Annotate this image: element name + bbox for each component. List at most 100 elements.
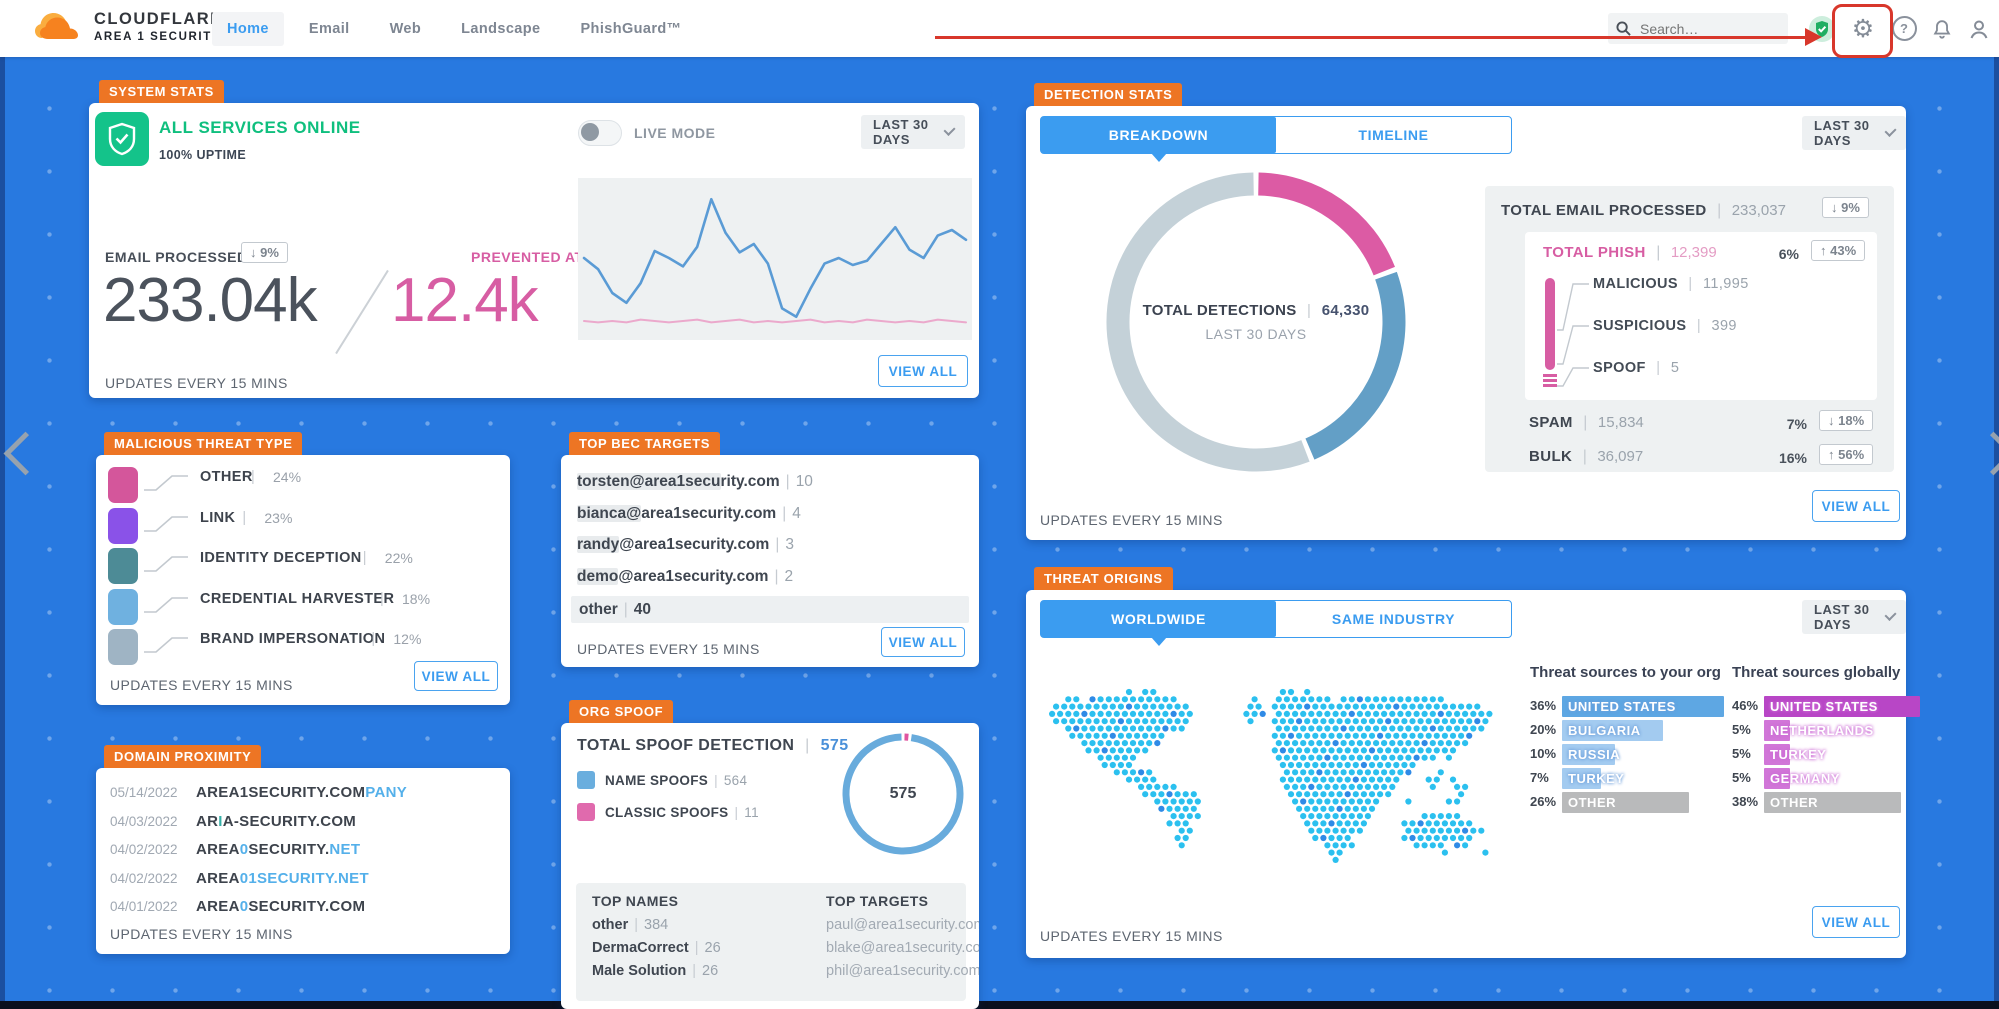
divider: |: [1656, 244, 1661, 261]
search-icon: [1616, 21, 1631, 36]
bec-row: demo@area1security.com | 2: [577, 567, 793, 586]
settings-gear-icon[interactable]: ⚙: [1851, 14, 1875, 43]
threat-type-view-all-button[interactable]: VIEW ALL: [414, 661, 498, 691]
nav-link-email[interactable]: Email: [308, 20, 350, 37]
malicious-row: MALICIOUS | 11,995: [1593, 276, 1749, 292]
cloudflare-cloud-icon: [35, 13, 78, 39]
services-status-text: ALL SERVICES ONLINE: [159, 118, 361, 137]
threat-type-pct: 23%: [264, 509, 293, 526]
nav-link-home[interactable]: Home: [212, 11, 284, 46]
legend-value: 11: [744, 804, 759, 820]
live-mode-toggle[interactable]: [578, 120, 622, 146]
uptime-text: 100% UPTIME: [159, 148, 247, 162]
donut-center-text: TOTAL DETECTIONS | 64,330: [1106, 302, 1406, 319]
connector-line-icon: [144, 515, 188, 532]
donut-center-label: TOTAL DETECTIONS: [1142, 302, 1297, 319]
phish-bar-dash: [1543, 374, 1557, 377]
left-edge-strip: [0, 57, 5, 1001]
bulk-label: BULK: [1529, 448, 1573, 465]
threat-type-row: IDENTITY DECEPTION | 22%: [108, 548, 498, 588]
prevented-attacks-value: 12.4k: [391, 266, 539, 335]
bec-row: torsten@area1security.com | 10: [577, 473, 813, 491]
origin-bar: UNITED STATES: [1562, 696, 1724, 717]
chevron-down-icon: [943, 123, 956, 137]
malicious-threat-type-badge: MALICIOUS THREAT TYPE: [104, 432, 303, 455]
spoof-detail-panel: TOP NAMES TOP TARGETS other | 384 DermaCorr…: [576, 883, 979, 1001]
nav-link-landscape[interactable]: Landscape: [461, 20, 541, 37]
origin-pct: 5%: [1732, 746, 1751, 761]
nav-link-web[interactable]: Web: [389, 20, 422, 37]
tab-timeline[interactable]: TIMELINE: [1358, 127, 1429, 143]
services-shield-icon: [95, 112, 149, 166]
bec-row: bianca@area1security.com | 4: [577, 504, 801, 523]
origins-view-all-button[interactable]: VIEW ALL: [1812, 906, 1900, 938]
stat-divider-line: [335, 269, 389, 355]
threat-type-swatch: [108, 507, 138, 544]
threat-type-row: LINK | 23%: [108, 507, 498, 548]
domain-name: ARIA-SECURITY.COM: [196, 813, 356, 830]
updates-text: UPDATES EVERY 15 MINS: [110, 926, 293, 942]
global-sources-title: Threat sources globally: [1732, 664, 1901, 681]
detections-donut-chart: [1106, 172, 1406, 472]
top-name-row: other | 384: [592, 917, 668, 933]
bec-view-all-button[interactable]: VIEW ALL: [881, 627, 965, 657]
bec-count: 3: [785, 536, 794, 553]
annotation-arrow-head: [1805, 28, 1822, 46]
origin-bar: OTHER: [1764, 792, 1901, 813]
domain-part: AREA: [196, 869, 240, 887]
search-box[interactable]: [1608, 13, 1788, 44]
brand-line1: CLOUDFLARE: [94, 9, 223, 28]
updates-text: UPDATES EVERY 15 MINS: [1040, 928, 1223, 944]
origin-bar-row: 5% GERMANY: [1732, 768, 1932, 789]
notifications-bell-icon[interactable]: [1925, 0, 1959, 57]
divider: |: [242, 509, 247, 526]
system-range-dropdown[interactable]: LAST 30 DAYS: [861, 115, 965, 149]
classic-spoofs-swatch: [577, 803, 595, 821]
org-spoof-badge: ORG SPOOF: [569, 700, 674, 723]
malicious-label: MALICIOUS: [1593, 276, 1678, 292]
tab-worldwide[interactable]: WORLDWIDE: [1041, 601, 1276, 646]
search-input[interactable]: [1638, 19, 1772, 38]
domain-part: AR: [196, 812, 219, 830]
divider: |: [775, 536, 780, 553]
threat-type-row: BRAND IMPERSONATION | 12%: [108, 629, 498, 669]
domain-row: 04/02/2022 AREA01SECURITY.NET: [110, 870, 369, 894]
tab-breakdown[interactable]: BREAKDOWN: [1041, 117, 1276, 162]
email-processed-delta: ↓ 9%: [241, 242, 288, 263]
top-target-row: blake@area1security.com: [826, 940, 979, 956]
system-stats-card: ALL SERVICES ONLINE 100% UPTIME LIVE MOD…: [89, 103, 979, 398]
activity-sparkline-chart: [578, 178, 972, 340]
spam-delta: ↓ 18%: [1819, 410, 1874, 431]
phish-bar-dash: [1543, 384, 1557, 387]
top-name-label: Male Solution: [592, 963, 687, 979]
phish-delta: ↑ 43%: [1811, 240, 1866, 261]
origin-pct: 38%: [1732, 794, 1759, 809]
nav-link-phishguard[interactable]: PhishGuard™: [580, 20, 682, 37]
donut-center-sub: LAST 30 DAYS: [1205, 326, 1307, 342]
origin-pct: 20%: [1530, 722, 1557, 737]
origin-bar-row: 46% UNITED STATES: [1732, 696, 1932, 717]
divider: |: [1717, 202, 1722, 219]
system-view-all-button[interactable]: VIEW ALL: [878, 355, 968, 387]
domain-part: SECURITY.COM: [248, 898, 366, 916]
divider: |: [634, 917, 639, 933]
domain-proximity-card: 05/14/2022 AREA1SECURITY.COMPANY 04/03/202…: [96, 768, 510, 954]
brand-logo[interactable]: CLOUDFLARE AREA 1 SECURITY: [34, 8, 223, 44]
origin-pct: 36%: [1530, 698, 1557, 713]
detection-view-all-button[interactable]: VIEW ALL: [1812, 490, 1900, 522]
origins-range-dropdown[interactable]: LAST 30 DAYS: [1802, 600, 1906, 634]
threat-type-swatch: [108, 629, 138, 665]
tab-same-industry[interactable]: SAME INDUSTRY: [1331, 611, 1456, 627]
bec-row: randy@area1security.com | 3: [577, 536, 794, 554]
phish-bar: [1545, 278, 1555, 370]
user-profile-icon[interactable]: [1962, 0, 1996, 57]
domain-part: AREA: [196, 841, 240, 859]
legend-label: CLASSIC SPOOFS: [605, 804, 729, 820]
divider: |: [782, 504, 787, 522]
detection-range-dropdown[interactable]: LAST 30 DAYS: [1802, 116, 1906, 150]
brand-line2: AREA 1 SECURITY: [94, 30, 222, 43]
total-email-value: 233,037: [1731, 202, 1786, 219]
top-target-row: phil@area1security.com: [826, 963, 979, 979]
donut-center-value: 64,330: [1321, 302, 1370, 319]
threat-type-pct: 12%: [393, 631, 422, 647]
